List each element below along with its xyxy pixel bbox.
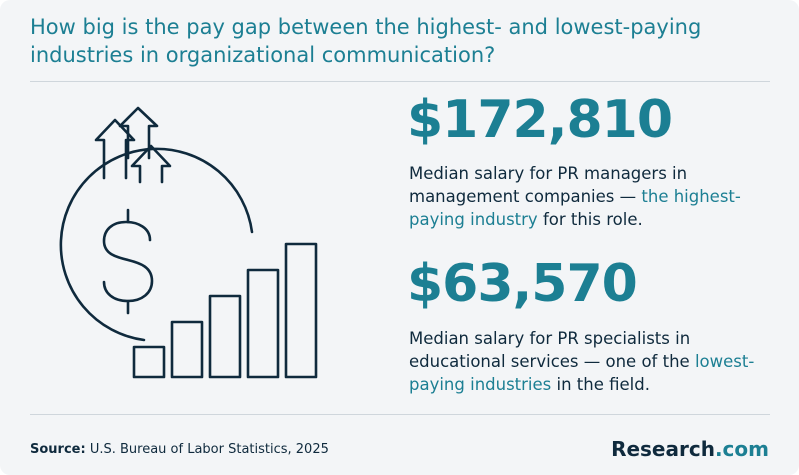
desc-text: Median salary for PR specialists in educ…: [409, 329, 695, 371]
brand-logo[interactable]: Research.com: [611, 436, 769, 462]
arrow-up-icon: [130, 144, 172, 184]
source-citation: Source: U.S. Bureau of Labor Statistics,…: [30, 441, 329, 459]
highest-salary-description: Median salary for PR managers in managem…: [409, 162, 769, 231]
bottom-divider: [30, 414, 770, 415]
dollar-circle-icon: [59, 147, 254, 342]
salary-growth-illustration: [59, 106, 318, 379]
top-divider: [30, 81, 770, 82]
logo-suffix: .com: [714, 437, 769, 461]
dollar-sign-icon: [102, 220, 154, 303]
desc-text: for this role.: [537, 210, 643, 229]
desc-text: in the field.: [551, 375, 650, 394]
logo-name: Research: [611, 437, 715, 461]
desc-highlight: the highest-paying industry: [409, 187, 741, 229]
desc-text: Median salary for PR managers in managem…: [409, 164, 688, 206]
highest-salary-value: $172,810: [407, 90, 673, 150]
page-title: How big is the pay gap between the highe…: [30, 15, 702, 67]
bar-steps-icon: [132, 242, 318, 379]
source-text: U.S. Bureau of Labor Statistics, 2025: [85, 442, 329, 457]
desc-highlight: lowest-paying industries: [409, 352, 755, 394]
arrow-up-icon: [94, 118, 136, 180]
source-label: Source:: [30, 442, 86, 457]
lowest-salary-description: Median salary for PR specialists in educ…: [409, 327, 769, 396]
lowest-salary-value: $63,570: [407, 254, 638, 314]
arrow-up-icon: [118, 106, 159, 160]
